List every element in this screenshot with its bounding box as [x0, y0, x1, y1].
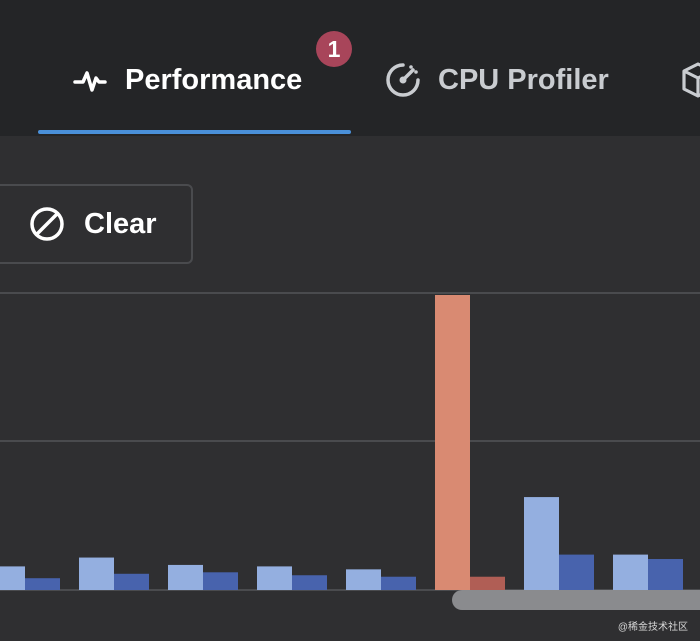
bar-primary-7	[613, 554, 648, 590]
bar-primary-3	[257, 566, 292, 590]
notification-badge: 1	[316, 31, 352, 67]
bar-secondary-7	[648, 559, 683, 590]
tab-performance-label: Performance	[125, 63, 303, 96]
bar-primary-1	[79, 557, 114, 590]
bar-primary-5	[435, 295, 470, 590]
tab-memory[interactable]	[680, 60, 700, 100]
bar-secondary-5	[470, 576, 505, 590]
bar-secondary-2	[203, 572, 238, 590]
watermark: @稀金技术社区	[617, 622, 688, 633]
tab-cpu-profiler-label: CPU Profiler	[438, 63, 609, 96]
bar-primary-0	[0, 566, 25, 590]
bar-primary-6	[524, 497, 559, 590]
horizontal-scrollbar[interactable]	[452, 590, 700, 610]
block-icon	[28, 205, 66, 243]
tab-performance[interactable]: Performance	[73, 50, 302, 110]
tab-cpu-profiler[interactable]: CPU Profiler	[384, 50, 609, 110]
clear-button[interactable]: Clear	[0, 184, 193, 264]
tab-bar: Performance 1 CPU Profiler	[0, 0, 700, 136]
bar-primary-2	[168, 564, 203, 590]
bar-secondary-6	[559, 554, 594, 590]
bar-primary-4	[346, 569, 381, 590]
bar-secondary-1	[114, 573, 149, 590]
clear-button-label: Clear	[84, 207, 157, 240]
cube-icon	[680, 60, 700, 100]
bar-secondary-4	[381, 576, 416, 590]
active-tab-indicator	[38, 130, 351, 134]
gauge-icon	[384, 61, 422, 99]
bar-secondary-0	[25, 578, 60, 590]
pulse-icon	[73, 61, 107, 99]
performance-chart	[0, 292, 700, 591]
bar-secondary-3	[292, 575, 327, 590]
